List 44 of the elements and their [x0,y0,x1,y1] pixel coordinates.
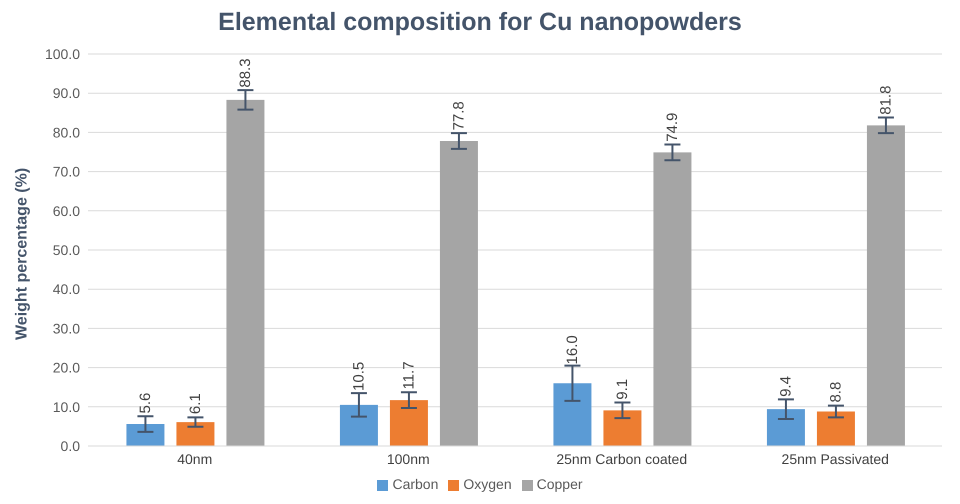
x-tick-label: 40nm [177,450,212,467]
data-label: 10.5 [350,362,368,391]
data-label: 88.3 [236,58,254,88]
y-axis-title: Weight percentage (%) [14,168,31,340]
y-tick-label: 80.0 [52,124,80,140]
bar [653,152,692,446]
bar [176,422,214,446]
data-label: 9.1 [614,378,631,400]
data-label: 74.9 [664,112,681,142]
y-tick-label: 50.0 [52,242,80,258]
bar [866,125,905,446]
bar [766,409,805,446]
data-label: 81.8 [877,86,894,115]
y-tick-label: 90.0 [52,85,80,102]
data-label: 6.1 [186,393,204,414]
bar [226,100,264,446]
bar [390,400,428,446]
bar [816,412,855,446]
data-label: 5.6 [136,392,154,414]
x-tick-label: 25nm Passivated [782,450,889,467]
bar [603,410,642,446]
y-tick-label: 20.0 [52,360,80,376]
bar [126,424,164,446]
x-tick-label: 25nm Carbon coated [556,450,688,467]
y-tick-label: 70.0 [52,164,80,180]
legend-label: Carbon [392,476,438,492]
y-tick-label: 10.0 [52,398,80,415]
bar [340,404,378,446]
data-label: 8.8 [827,382,844,403]
data-label: 11.7 [400,361,418,390]
legend-label: Oxygen [463,476,512,492]
bar [440,141,478,446]
data-label: 9.4 [777,376,794,397]
x-tick-label: 100nm [386,450,430,467]
chart-title: Elemental composition for Cu nanopowders [217,8,743,38]
legend-label: Copper [536,476,583,492]
data-label: 16.0 [564,335,581,364]
y-tick-label: 30.0 [52,320,80,336]
y-tick-label: 60.0 [52,202,80,219]
y-tick-label: 100.0 [44,46,80,62]
data-label: 77.8 [450,101,468,130]
bar [553,383,592,446]
y-tick-label: 40.0 [52,281,80,298]
y-tick-label: 0.0 [60,438,80,454]
